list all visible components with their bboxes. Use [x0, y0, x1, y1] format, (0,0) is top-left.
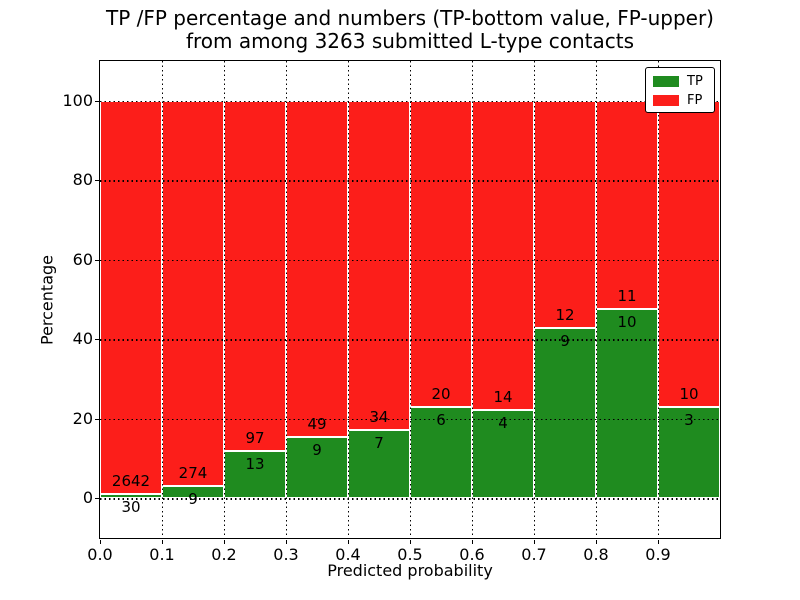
bar-segment-tp	[348, 430, 410, 499]
x-tick-mark	[596, 539, 598, 544]
tp-count-label: 4	[498, 413, 508, 432]
y-tick-mark	[94, 339, 99, 341]
v-gridline	[534, 61, 536, 538]
y-tick-mark	[94, 259, 99, 261]
x-tick-label: 0.7	[521, 545, 547, 564]
legend-label: TP	[687, 74, 703, 89]
x-tick-label: 0.4	[335, 545, 361, 564]
fp-count-label: 14	[493, 387, 513, 406]
tp-count-label: 10	[617, 312, 637, 331]
x-tick-label: 0.6	[459, 545, 485, 564]
tp-count-label: 9	[560, 331, 570, 350]
fp-count-label: 49	[307, 414, 327, 433]
x-tick-label: 0.3	[273, 545, 299, 564]
legend-item-fp: FP	[653, 93, 707, 108]
bar-segment-tp	[472, 409, 534, 499]
legend-label: FP	[687, 93, 703, 108]
fp-count-label: 11	[617, 286, 637, 305]
x-tick-label: 0.2	[211, 545, 237, 564]
fp-count-label: 10	[679, 384, 699, 403]
v-gridline	[224, 61, 226, 538]
v-gridline	[348, 61, 350, 538]
fp-count-label: 12	[555, 305, 575, 324]
y-tick-mark	[94, 498, 99, 500]
bar-segment-fp	[100, 100, 162, 494]
fp-count-label: 97	[245, 429, 265, 448]
x-tick-mark	[534, 539, 536, 544]
v-gridline	[658, 61, 660, 538]
fp-count-label: 274	[178, 463, 208, 482]
y-tick-label: 40	[72, 329, 93, 349]
tp-count-label: 13	[245, 455, 265, 474]
legend: TP FP	[645, 67, 715, 113]
fp-swatch-icon	[653, 95, 679, 106]
x-tick-label: 0.5	[397, 545, 423, 564]
bar-segment-tp	[224, 451, 286, 499]
chart-title-line-1: TP /FP percentage and numbers (TP-bottom…	[106, 6, 714, 30]
bar-segment-fp	[472, 100, 534, 410]
fp-count-label: 20	[431, 384, 451, 403]
x-tick-mark	[100, 539, 102, 544]
y-tick-label: 100	[62, 90, 93, 110]
tp-count-label: 9	[312, 440, 322, 459]
x-tick-label: 0.9	[645, 545, 671, 564]
y-tick-mark	[94, 100, 99, 102]
y-tick-mark	[94, 418, 99, 420]
tp-count-label: 6	[436, 410, 446, 429]
v-gridline	[162, 61, 164, 538]
y-tick-label: 80	[72, 170, 93, 190]
x-tick-label: 0.8	[583, 545, 609, 564]
bar-segment-tp	[596, 308, 658, 499]
bar-segment-fp	[658, 100, 720, 407]
bar-segment-fp	[286, 100, 348, 437]
fp-count-label: 2642	[111, 471, 151, 490]
tp-count-label: 30	[121, 497, 141, 516]
tp-count-label: 3	[684, 410, 694, 429]
tp-count-label: 9	[188, 489, 198, 508]
chart-title-line-2: from among 3263 submitted L-type contact…	[185, 29, 635, 53]
x-tick-mark	[286, 539, 288, 544]
bar-segment-fp	[596, 100, 658, 309]
bar-segment-tp	[100, 493, 162, 499]
x-tick-mark	[162, 539, 164, 544]
bar-segment-fp	[410, 100, 472, 407]
bar-segment-tp	[286, 436, 348, 499]
legend-item-tp: TP	[653, 74, 707, 89]
x-tick-mark	[410, 539, 412, 544]
bar-segment-fp	[534, 100, 596, 328]
x-tick-mark	[348, 539, 350, 544]
tp-count-label: 7	[374, 434, 384, 453]
v-gridline	[410, 61, 412, 538]
x-tick-label: 0.1	[149, 545, 175, 564]
y-tick-label: 0	[82, 488, 93, 508]
v-gridline	[286, 61, 288, 538]
y-tick-label: 60	[72, 249, 93, 269]
y-tick-mark	[94, 180, 99, 182]
bar-segment-fp	[224, 100, 286, 452]
y-tick-label: 20	[72, 408, 93, 428]
chart-title: TP /FP percentage and numbers (TP-bottom…	[100, 7, 720, 53]
x-tick-label: 0.0	[87, 545, 113, 564]
x-axis-label: Predicted probability	[327, 561, 493, 580]
x-tick-mark	[472, 539, 474, 544]
bar-segment-fp	[162, 100, 224, 486]
x-tick-mark	[658, 539, 660, 544]
bar-segment-tp	[534, 327, 596, 499]
tp-swatch-icon	[653, 76, 679, 87]
fp-count-label: 34	[369, 408, 389, 427]
v-gridline	[596, 61, 598, 538]
v-gridline	[472, 61, 474, 538]
bar-segment-fp	[348, 100, 410, 431]
x-tick-mark	[224, 539, 226, 544]
